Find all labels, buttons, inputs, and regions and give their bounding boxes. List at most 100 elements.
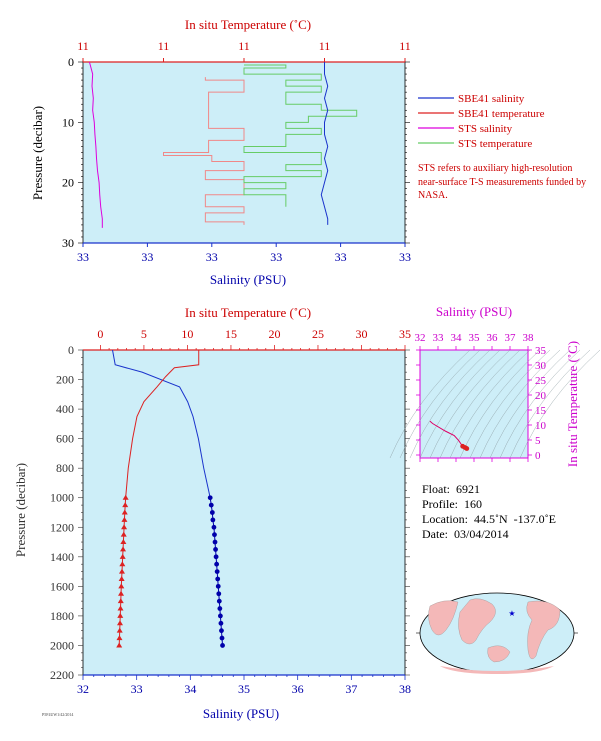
ts-sal-tick-label: 33 <box>433 332 445 344</box>
location: Location: 44.5˚N -137.0˚E <box>422 512 556 526</box>
sts-top-tick-label: 11 <box>319 39 331 53</box>
sts-top-tick-label: 11 <box>158 39 170 53</box>
float-id: Float: 6921 <box>422 482 481 496</box>
salinity-point <box>207 495 213 501</box>
salinity-point <box>218 620 224 626</box>
main-temp-tick-label: 20 <box>268 327 280 341</box>
salinity-point <box>210 517 216 523</box>
sts-series-line <box>88 61 103 228</box>
ts-contour-line <box>399 349 481 459</box>
sts-bottom-tick-label: 33 <box>270 250 282 264</box>
main-sal-tick-label: 33 <box>131 682 143 696</box>
main-x-axis-title: Salinity (PSU) <box>203 706 279 721</box>
main-temperature-tick-labels: 0 5 10 15 20 25 30 35 <box>97 327 411 350</box>
ts-density-contours <box>389 349 601 459</box>
main-pressure-tick-label: 600 <box>56 432 74 446</box>
temperature-point <box>118 590 125 596</box>
ts-temp-tick-label: 15 <box>535 405 547 417</box>
ts-sal-tick-label: 36 <box>487 332 499 344</box>
ts-contour-line <box>499 349 581 459</box>
main-sal-tick-label: 32 <box>77 682 89 696</box>
sts-top-axis-title: In situ Temperature (˚C) <box>185 17 311 32</box>
main-pressure-tick-label: 1800 <box>50 609 74 623</box>
ts-sal-tick-label: 35 <box>469 332 481 344</box>
ts-top-axis-title: Salinity (PSU) <box>436 304 512 319</box>
world-map: ★ <box>416 592 578 674</box>
ts-temp-tick-label: 25 <box>535 375 547 387</box>
main-plot-area <box>82 349 406 676</box>
ts-point <box>464 446 470 451</box>
main-sal-tick-label: 38 <box>399 682 411 696</box>
sts-pressure-tick-label: 20 <box>62 176 74 190</box>
legend: SBE41 salinity SBE41 temperature STS salin… <box>418 93 545 150</box>
sts-top-tick-label: 11 <box>77 39 89 53</box>
temperature-point <box>121 516 128 522</box>
ts-sal-tick-label: 34 <box>451 332 463 344</box>
ts-contour-line <box>509 349 591 459</box>
sts-note: STS refers to auxiliary high-resolution … <box>418 163 587 201</box>
sts-x-axis-title: Salinity (PSU) <box>210 272 286 287</box>
salinity-point <box>213 547 218 552</box>
ts-contour-line <box>419 349 501 459</box>
ts-temperature-tick-labels: 0 5 10 15 20 25 30 35 <box>416 345 547 462</box>
main-salinity-tick-labels: 32 33 34 35 36 37 38 <box>77 675 411 696</box>
temperature-point <box>120 546 127 552</box>
salinity-point <box>217 606 223 611</box>
salinity-point <box>220 643 225 648</box>
sts-pressure-tick-label: 0 <box>68 55 74 69</box>
temperature-point <box>118 583 125 589</box>
ts-temp-tick-label: 20 <box>535 390 547 402</box>
main-temp-tick-label: 10 <box>181 327 193 341</box>
main-pressure-tick-label: 0 <box>68 343 74 357</box>
sts-series-line <box>320 62 329 225</box>
footer-code: P5F4UW1/42/2014 <box>42 712 73 717</box>
sts-series-line <box>243 64 358 207</box>
ts-salinity-tick-labels: 32 33 34 35 36 37 38 <box>415 332 534 462</box>
temperature-point <box>118 568 125 574</box>
legend-label: STS temperature <box>458 138 532 150</box>
temperature-point <box>118 575 125 581</box>
legend-label: SBE41 salinity <box>458 93 525 105</box>
sts-pressure-tick-labels: 0 10 20 30 <box>62 55 410 250</box>
ts-temp-tick-label: 35 <box>535 345 547 357</box>
main-temp-tick-label: 0 <box>97 327 103 341</box>
temperature-point <box>116 620 123 626</box>
temperature-point <box>116 627 123 633</box>
sts-bottom-tick-label: 33 <box>77 250 89 264</box>
main-temp-tick-label: 30 <box>355 327 367 341</box>
sts-bottom-tick-labels: 33 33 33 33 33 33 <box>77 243 411 264</box>
date: Date: 03/04/2014 <box>422 527 509 541</box>
sts-top-tick-label: 11 <box>238 39 250 53</box>
salinity-point <box>219 635 225 641</box>
sts-bottom-tick-label: 33 <box>141 250 153 264</box>
sts-bottom-tick-label: 33 <box>206 250 218 264</box>
ts-series <box>429 420 470 451</box>
main-temp-tick-label: 15 <box>225 327 237 341</box>
ts-contour-line <box>409 349 491 459</box>
temperature-point <box>119 561 126 567</box>
sts-series-line <box>163 77 245 225</box>
ts-contour-line <box>439 349 521 459</box>
main-pressure-tick-label: 1200 <box>50 520 74 534</box>
main-pressure-tick-label: 2000 <box>50 638 74 652</box>
temperature-point <box>116 642 123 648</box>
ts-temp-tick-label: 10 <box>535 420 547 432</box>
ts-contour-line <box>489 349 571 459</box>
sts-panel: 11 11 11 11 11 33 33 33 33 33 33 0 10 20 30 In situ … <box>30 17 411 287</box>
temperature-point <box>120 539 127 545</box>
salinity-point <box>214 561 220 567</box>
main-series <box>112 349 225 648</box>
main-sal-tick-label: 36 <box>292 682 304 696</box>
ts-contour-line <box>519 349 601 459</box>
salinity-point <box>217 613 223 619</box>
ts-contour-line <box>479 349 561 459</box>
salinity-point <box>219 628 224 634</box>
main-y-axis-title: Pressure (decibar) <box>13 463 28 557</box>
temperature-point <box>122 502 129 508</box>
sts-pressure-tick-label: 30 <box>62 236 74 250</box>
float-info: Float: 6921 Profile: 160 Location: 44.5˚… <box>422 482 556 542</box>
ts-diagram: 32 33 34 35 36 37 38 0 5 10 15 20 25 30 35 Salinity (… <box>389 304 601 467</box>
temperature-point <box>120 531 127 537</box>
sts-series <box>88 61 358 228</box>
